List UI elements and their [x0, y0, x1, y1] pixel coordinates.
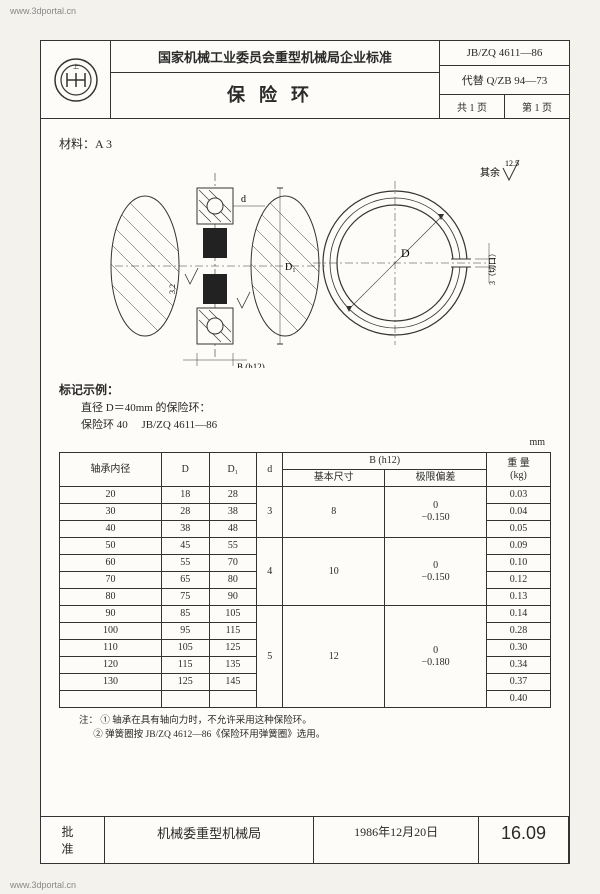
marking-label: 标记示例： — [59, 381, 551, 398]
std-short-code: 16.09 — [479, 817, 569, 863]
doc-title: 保险环 — [111, 73, 439, 115]
notes-prefix: 注： — [79, 716, 98, 726]
svg-text:3（切口）: 3（切口） — [488, 249, 497, 285]
th-bearing-id: 轴承内径 — [60, 453, 162, 487]
logo-icon: 上 — [53, 57, 99, 103]
th-d: d — [257, 453, 283, 487]
footer: 批 准 机械委重型机械局 1986年12月20日 16.09 — [41, 816, 569, 863]
svg-text:D₁: D₁ — [285, 262, 296, 273]
dimension-table: 轴承内径 D D₁ d B (h12) 重 量 (kg) 基本尺寸 极限偏差 2… — [59, 452, 551, 708]
svg-text:3.2: 3.2 — [168, 284, 177, 294]
th-B: B (h12) — [283, 453, 487, 470]
pages-total: 共 1 页 — [440, 95, 505, 118]
note-1: ① 轴承在具有轴向力时，不允许采用这种保险环。 — [100, 716, 311, 726]
th-D: D — [161, 453, 209, 487]
roughness-label: 其余 — [480, 166, 500, 179]
org-line: 国家机械工业委员会重型机械局企业标准 — [111, 41, 439, 73]
approve-date: 1986年12月20日 — [314, 817, 479, 863]
marking-line1: 直径 D＝40mm 的保险环： — [81, 400, 551, 417]
table-row: 5045554100 −0.1500.09 — [60, 538, 551, 555]
material-label: 材料：A 3 — [59, 135, 551, 152]
header-right: JB/ZQ 4611—86 代替 Q/ZB 94—73 共 1 页 第 1 页 — [439, 41, 569, 118]
header-middle: 国家机械工业委员会重型机械局企业标准 保险环 — [111, 41, 439, 118]
marking-example-std: JB/ZQ 4611—86 — [142, 419, 218, 431]
approve-label: 批 准 — [41, 817, 105, 863]
technical-diagram: 其余 12.5 — [59, 158, 551, 371]
notes: 注： ① 轴承在具有轴向力时，不允许采用这种保险环。 ② 弹簧圈按 JB/ZQ … — [79, 714, 551, 743]
th-weight: 重 量 (kg) — [487, 453, 551, 487]
body: 材料：A 3 其余 12.5 — [41, 119, 569, 747]
table-row: 90851055120 −0.1800.14 — [60, 606, 551, 623]
table-row: 201828380 −0.1500.03 — [60, 487, 551, 504]
page-frame: 上 国家机械工业委员会重型机械局企业标准 保险环 JB/ZQ 4611—86 代… — [40, 40, 570, 864]
svg-text:B (h12): B (h12) — [237, 362, 265, 368]
header: 上 国家机械工业委员会重型机械局企业标准 保险环 JB/ZQ 4611—86 代… — [41, 41, 569, 119]
unit-label: mm — [59, 437, 545, 448]
page-number: 第 1 页 — [505, 95, 569, 118]
svg-text:D: D — [401, 246, 410, 260]
marking-line2: 保险环 40 JB/ZQ 4611—86 — [81, 417, 551, 434]
watermark-top: www.3dportal.cn — [10, 6, 76, 16]
th-tol: 极限偏差 — [385, 470, 487, 487]
th-basic: 基本尺寸 — [283, 470, 385, 487]
th-D1: D₁ — [209, 453, 257, 487]
marking-example-name: 保险环 40 — [81, 419, 128, 431]
left-view: d D₁ B (h12) 3.2 — [95, 168, 335, 368]
approve-org: 机械委重型机械局 — [105, 817, 314, 863]
replaces: 代替 Q/ZB 94—73 — [440, 66, 569, 95]
watermark-bottom: www.3dportal.cn — [10, 880, 76, 890]
page-info: 共 1 页 第 1 页 — [440, 95, 569, 118]
svg-text:d: d — [241, 194, 246, 205]
note-2: ② 弹簧圈按 JB/ZQ 4612—86《保险环用弹簧圈》选用。 — [93, 730, 325, 740]
standard-number: JB/ZQ 4611—86 — [440, 41, 569, 66]
logo-cell: 上 — [41, 41, 111, 118]
right-view: D 3（切口） — [313, 181, 497, 345]
svg-text:上: 上 — [72, 63, 78, 71]
svg-text:12.5: 12.5 — [505, 159, 519, 168]
table-body: 201828380 −0.1500.033028380.044038480.05… — [60, 487, 551, 708]
